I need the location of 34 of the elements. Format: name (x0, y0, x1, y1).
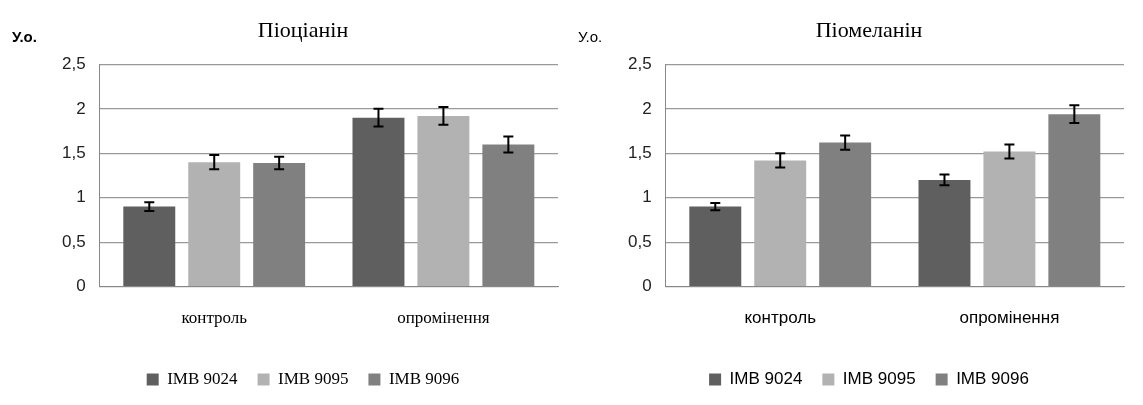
y-tick-label: 0 (642, 276, 652, 296)
legend-label: IMB 9024 (729, 369, 803, 389)
bar (983, 151, 1036, 286)
bar (689, 206, 742, 286)
bar (417, 115, 470, 286)
x-tick-label: опромінення (959, 308, 1060, 328)
legend-label: IMB 9096 (956, 369, 1029, 389)
y-tick-label: 1,5 (627, 142, 652, 162)
y-axis-title: У.о. (12, 27, 37, 45)
bar (123, 206, 176, 286)
legend-label: IMB 9095 (842, 369, 916, 389)
y-tick-label: 0,5 (61, 231, 86, 251)
x-tick-label: контроль (744, 308, 817, 328)
bar (754, 160, 807, 286)
y-tick-label: 1 (76, 187, 86, 207)
legend-label: IMB 9095 (278, 368, 349, 388)
y-tick-label: 1,5 (61, 142, 86, 162)
bar (918, 179, 971, 286)
bar (352, 117, 405, 286)
chart-title: Піоціанін (257, 16, 349, 42)
x-tick-label: опромінення (397, 308, 490, 328)
y-tick-label: 2,5 (61, 54, 86, 74)
y-tick-label: 0 (76, 276, 86, 296)
y-tick-label: 1 (642, 187, 652, 207)
bar (188, 162, 241, 286)
y-tick-label: 2 (642, 98, 652, 118)
chart-title: Піомеланін (815, 16, 923, 42)
y-tick-label: 0,5 (627, 231, 652, 251)
y-axis-title: У.о. (578, 27, 603, 45)
legend-label: IMB 9096 (388, 368, 460, 388)
y-tick-label: 2 (76, 98, 86, 118)
x-tick-label: контроль (181, 308, 248, 328)
legend-label: IMB 9024 (167, 368, 239, 388)
y-tick-label: 2,5 (627, 54, 652, 74)
